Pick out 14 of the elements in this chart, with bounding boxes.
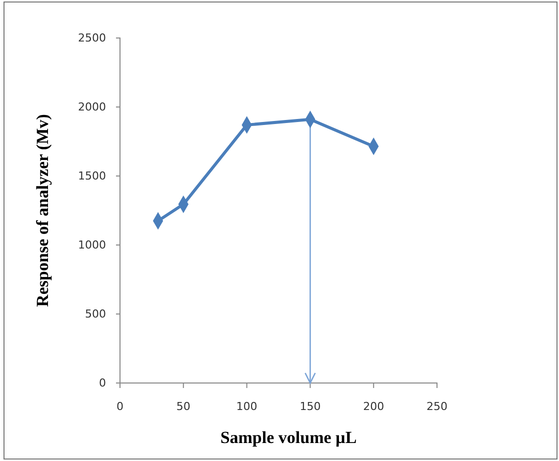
x-tick-label: 0 — [116, 400, 124, 413]
x-axis-title: Sample volume µL — [220, 428, 357, 447]
x-tick-label: 100 — [236, 400, 258, 413]
x-tick-label: 50 — [176, 400, 190, 413]
y-tick-label: 0 — [99, 376, 106, 390]
y-tick-label: 1500 — [78, 170, 106, 183]
x-tick-label: 200 — [363, 400, 384, 413]
y-tick-label: 2500 — [78, 32, 106, 45]
y-axis-title: Response of analyzer (Mv) — [33, 114, 52, 307]
y-tick-label: 2000 — [78, 100, 106, 114]
y-tick-label: 1000 — [78, 238, 106, 252]
x-tick-label: 150 — [300, 400, 321, 413]
x-tick-label: 250 — [426, 400, 448, 413]
y-tick-label: 500 — [85, 308, 106, 321]
